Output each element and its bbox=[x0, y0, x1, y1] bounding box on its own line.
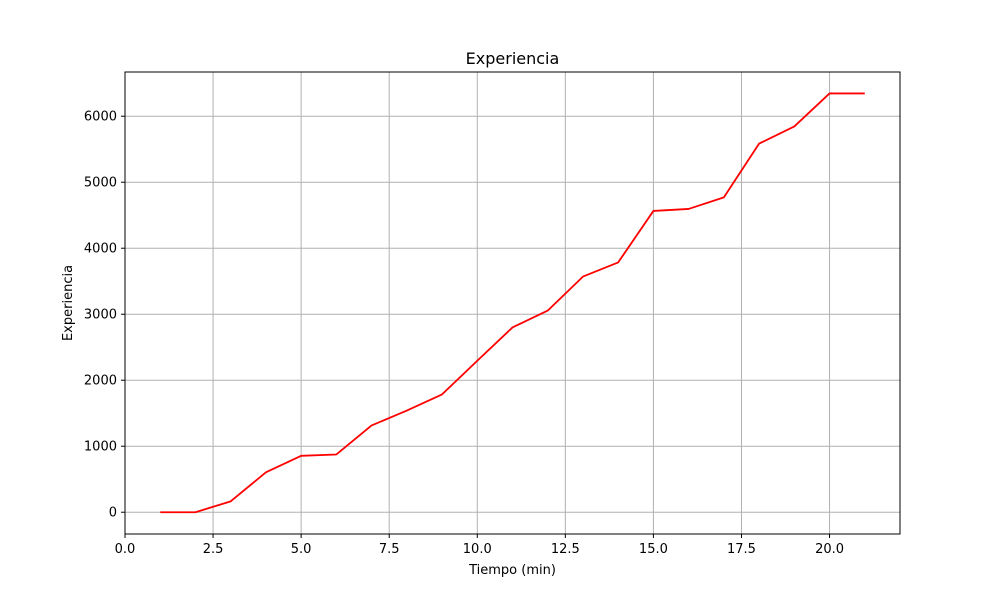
plot-frame bbox=[124, 71, 901, 535]
x-tick-label: 15.0 bbox=[639, 542, 668, 557]
chart-title: Experiencia bbox=[466, 49, 560, 68]
x-tick-label: 7.5 bbox=[379, 542, 400, 557]
axis-ticks: 0.0 2.5 5.0 7.5 10.0 12.5 15.0 17.5 20.0 0 1000 200… bbox=[84, 110, 844, 557]
x-tick-label: 5.0 bbox=[291, 542, 312, 557]
y-tick-label: 2000 bbox=[84, 374, 117, 389]
y-tick-label: 3000 bbox=[84, 308, 117, 323]
y-tick-label: 6000 bbox=[84, 110, 117, 125]
y-tick-label: 5000 bbox=[84, 176, 117, 191]
x-axis-label: Tiempo (min) bbox=[468, 563, 556, 578]
grid bbox=[124, 72, 900, 534]
x-tick-label: 20.0 bbox=[815, 542, 844, 557]
x-tick-label: 12.5 bbox=[551, 542, 580, 557]
y-tick-label: 1000 bbox=[84, 440, 117, 455]
y-axis-label: Experiencia bbox=[61, 265, 76, 341]
x-tick-label: 2.5 bbox=[203, 542, 224, 557]
y-tick-label: 0 bbox=[109, 506, 117, 521]
y-tick-label: 4000 bbox=[84, 242, 117, 257]
x-tick-label: 10.0 bbox=[463, 542, 492, 557]
series-line-experiencia bbox=[160, 92, 865, 514]
series-layer bbox=[160, 92, 865, 514]
x-tick-label: 17.5 bbox=[727, 542, 756, 557]
x-tick-label: 0.0 bbox=[115, 542, 136, 557]
